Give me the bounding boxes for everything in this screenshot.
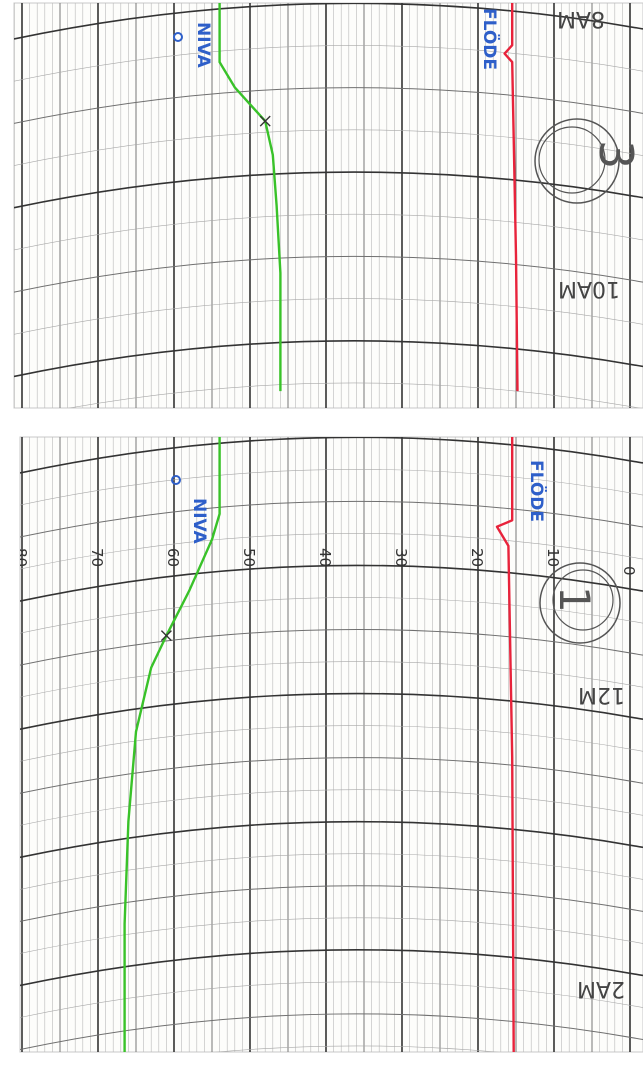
time-arc bbox=[20, 628, 643, 666]
y-tick-label: 80 bbox=[12, 548, 30, 567]
time-arc bbox=[20, 533, 643, 570]
chart-panel-1: 80 70 60 50 40 30 20 10 0 NIVA FLÖDE 12M 2AM 1 bbox=[12, 436, 643, 1053]
series-marker-niva bbox=[173, 32, 183, 42]
time-arc bbox=[20, 725, 643, 762]
time-arc-hour bbox=[20, 820, 643, 859]
series-line-flode bbox=[495, 437, 515, 1052]
time-arc bbox=[20, 885, 643, 922]
time-arc bbox=[214, 1045, 500, 1052]
time-arc bbox=[20, 469, 643, 506]
y-tick-label: 40 bbox=[316, 548, 334, 567]
time-arc bbox=[14, 255, 643, 293]
time-arc bbox=[20, 917, 643, 954]
time-arc-hour bbox=[14, 339, 643, 378]
time-arc bbox=[20, 1013, 643, 1051]
series-marker-niva bbox=[171, 475, 181, 485]
time-arc bbox=[14, 87, 643, 124]
panel-number-circle-1: 1 bbox=[539, 562, 621, 644]
time-arc bbox=[20, 757, 643, 794]
time-arc-hour bbox=[14, 171, 643, 209]
time-arc bbox=[20, 789, 643, 826]
y-tick-label: 70 bbox=[88, 548, 106, 567]
time-arc bbox=[20, 853, 643, 890]
y-tick-labels: 80 70 60 50 40 30 20 10 0 bbox=[12, 548, 638, 576]
series-line-flode bbox=[503, 3, 519, 392]
series-label-niva: NIVA bbox=[189, 498, 209, 545]
time-arc bbox=[14, 129, 643, 166]
grid-major bbox=[21, 437, 631, 1052]
time-arc bbox=[14, 213, 643, 251]
grid-time-arcs bbox=[14, 3, 643, 408]
time-label-8am: 8AM bbox=[557, 6, 605, 31]
paper-background bbox=[13, 2, 643, 409]
time-arc-hour bbox=[20, 948, 643, 987]
x-marker bbox=[259, 115, 271, 127]
time-arc bbox=[14, 45, 643, 82]
panel-number-1: 1 bbox=[550, 586, 599, 613]
y-tick-label: 30 bbox=[392, 548, 410, 567]
time-arc-hour bbox=[20, 564, 643, 602]
x-marker bbox=[160, 630, 172, 642]
y-tick-label: 10 bbox=[544, 548, 562, 567]
series-label-niva: NIVA bbox=[193, 22, 213, 69]
y-tick-label: 20 bbox=[468, 548, 486, 567]
y-tick-label: 60 bbox=[164, 548, 182, 567]
time-arc bbox=[20, 661, 643, 698]
time-arc bbox=[14, 298, 643, 335]
time-arc-hour bbox=[20, 437, 643, 474]
grid-major bbox=[21, 3, 631, 408]
time-label-10am: 10AM bbox=[558, 276, 620, 301]
time-label-2am: 2AM bbox=[577, 976, 625, 1001]
time-arc bbox=[67, 382, 641, 408]
panel-number-circle-3: 3 bbox=[534, 118, 643, 204]
time-label-12m: 12M bbox=[578, 682, 625, 707]
chart-panel-3: NIVA FLÖDE 8AM 10AM 3 bbox=[13, 2, 643, 409]
series-line-niva bbox=[123, 437, 221, 1052]
y-tick-label: 50 bbox=[240, 548, 258, 567]
grid-time-arcs bbox=[20, 437, 643, 1052]
time-arc-hour bbox=[20, 692, 643, 731]
time-arc-hour bbox=[14, 3, 643, 40]
series-label-flode: FLÖDE bbox=[526, 460, 548, 522]
time-arc bbox=[20, 981, 643, 1018]
panel-number-3: 3 bbox=[589, 140, 643, 169]
series-label-flode: FLÖDE bbox=[479, 8, 501, 70]
series-line-niva bbox=[218, 3, 282, 392]
time-arc bbox=[20, 500, 643, 538]
y-tick-label: 0 bbox=[620, 566, 638, 576]
